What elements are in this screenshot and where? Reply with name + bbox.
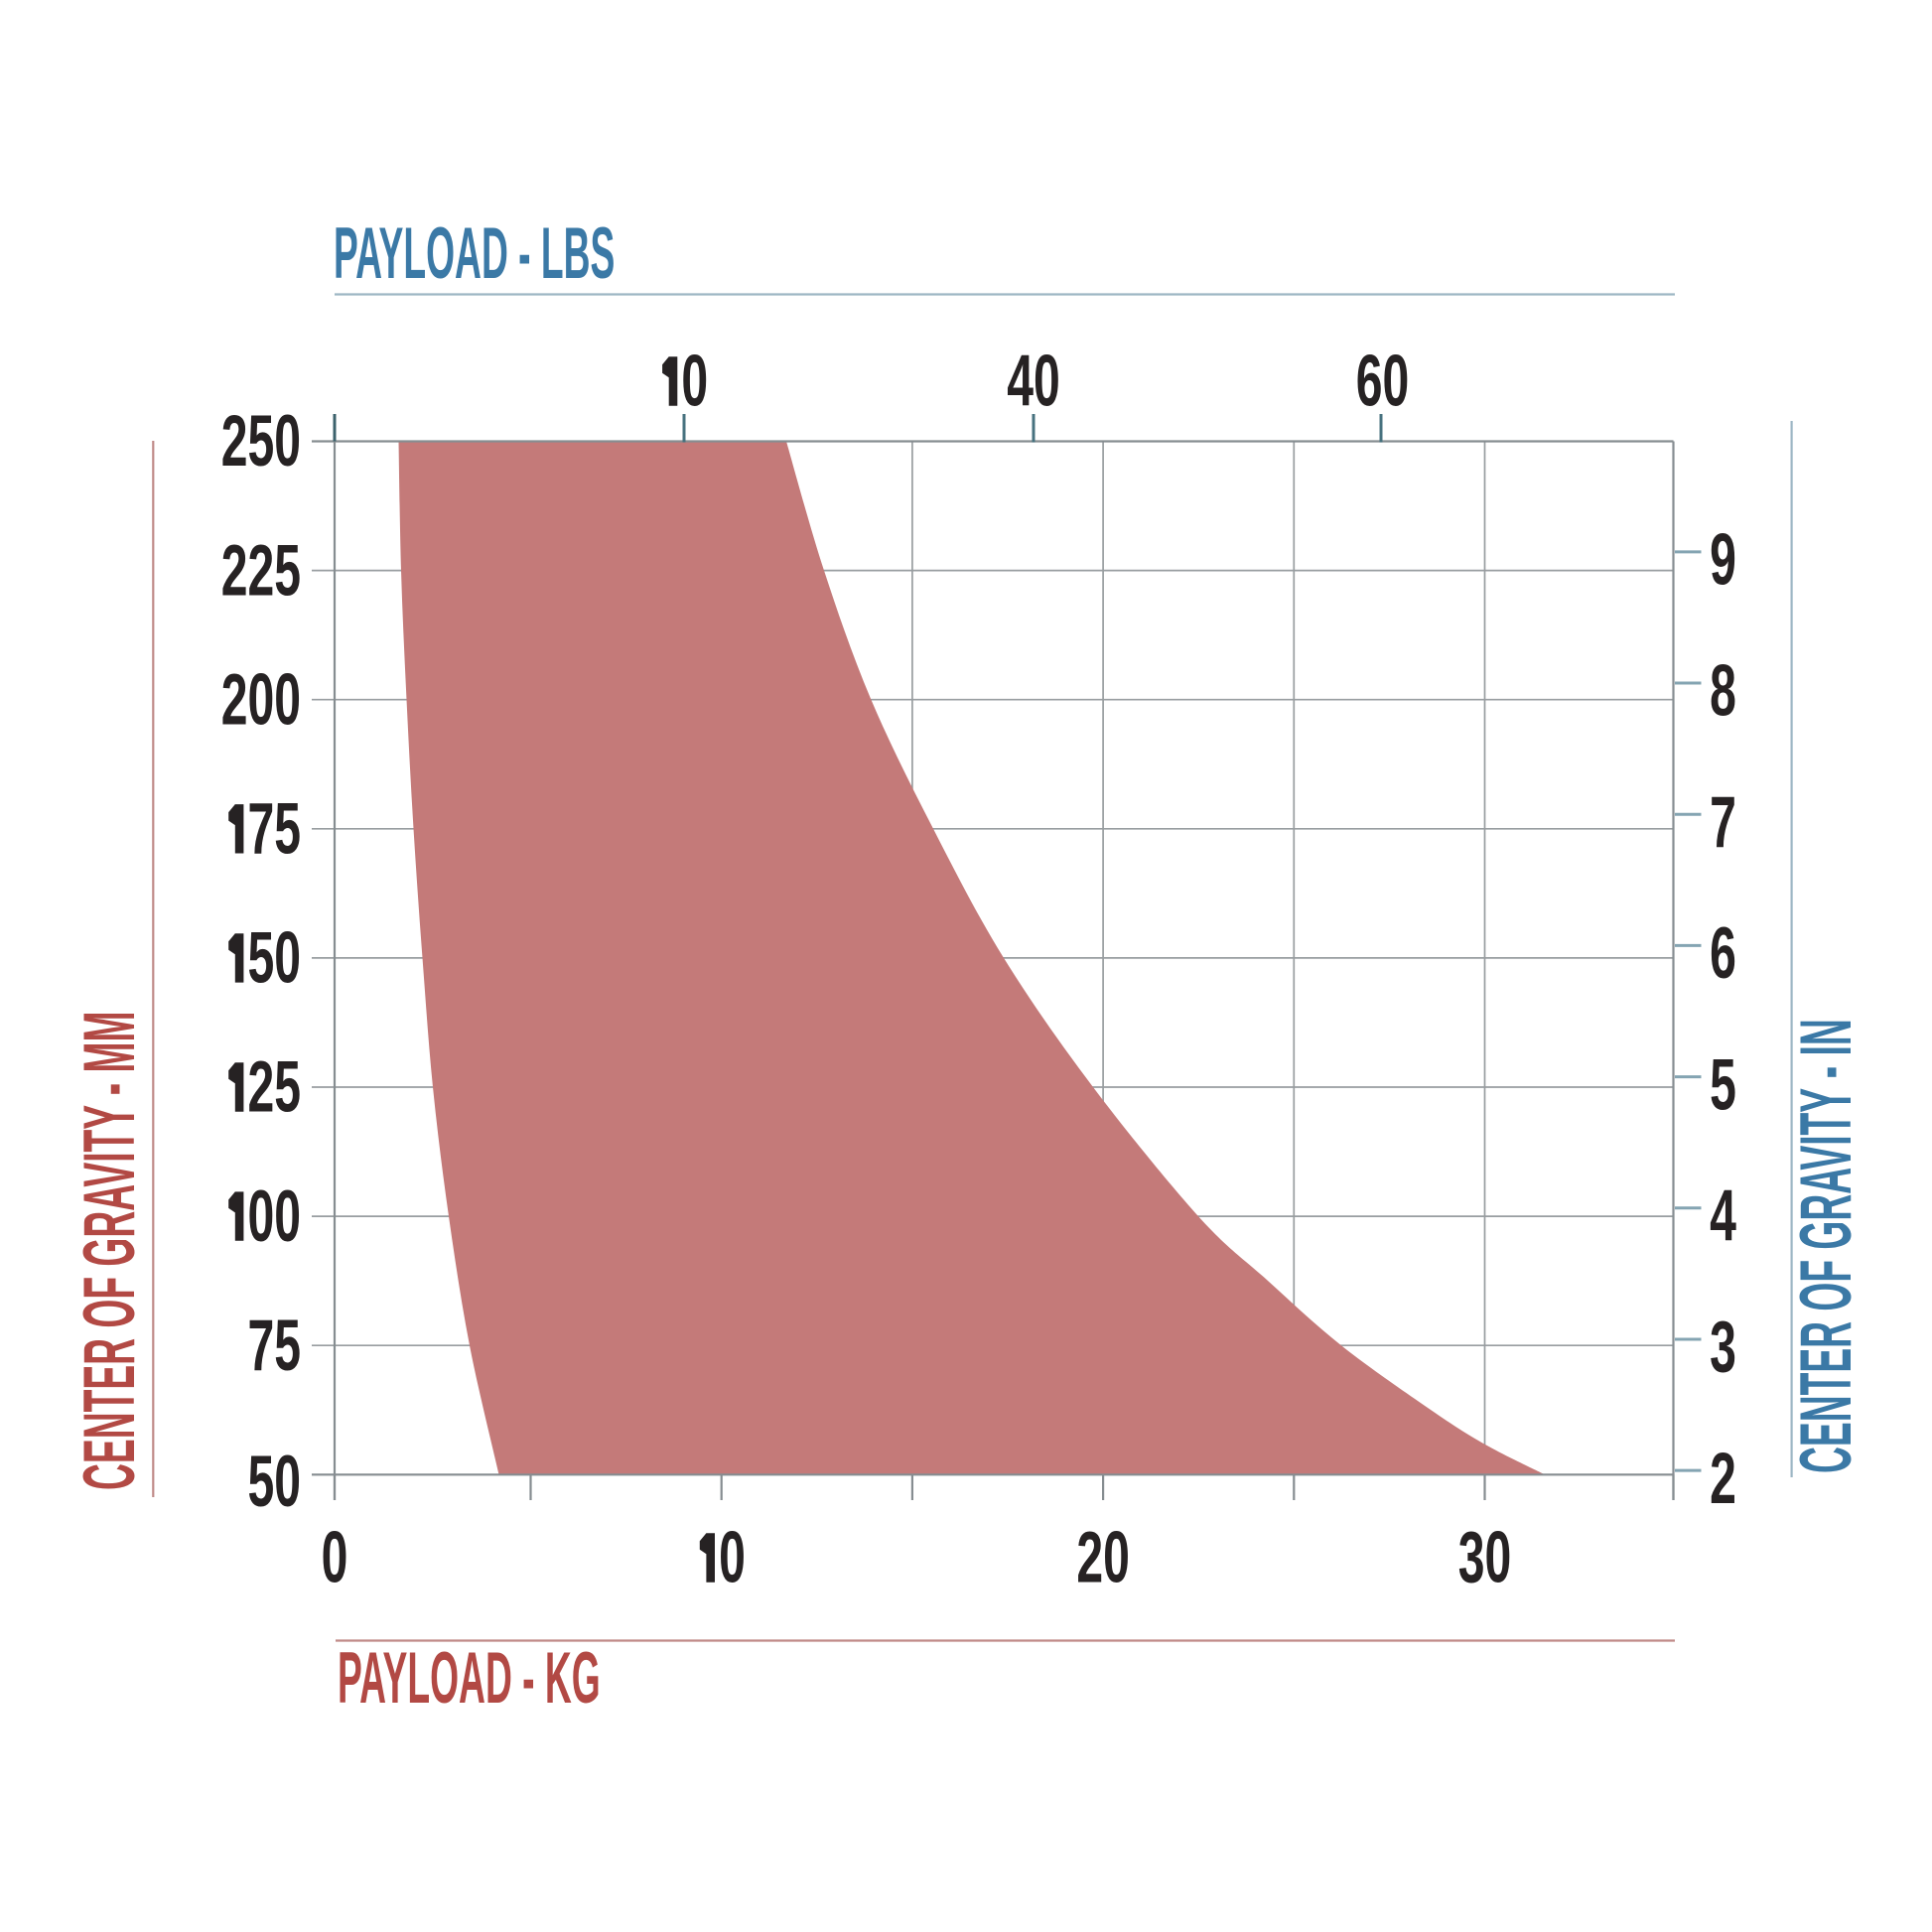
svg-text:250: 250 <box>221 401 301 483</box>
svg-text:CENTER OF GRAVITY - MM: CENTER OF GRAVITY - MM <box>70 1011 151 1490</box>
svg-text:225: 225 <box>221 530 301 612</box>
svg-text:7: 7 <box>1710 782 1736 864</box>
svg-text:4: 4 <box>1710 1175 1736 1257</box>
svg-text:50: 50 <box>247 1442 301 1523</box>
svg-text:0: 0 <box>681 342 708 423</box>
svg-text:PAYLOAD - LBS: PAYLOAD - LBS <box>334 214 615 295</box>
svg-text:30: 30 <box>1458 1518 1512 1599</box>
svg-text:50: 50 <box>248 918 302 1000</box>
svg-text:3: 3 <box>1710 1308 1736 1389</box>
svg-text:9: 9 <box>1710 519 1736 601</box>
svg-text:6: 6 <box>1710 913 1736 995</box>
svg-text:75: 75 <box>248 788 302 870</box>
svg-text:0: 0 <box>322 1518 348 1599</box>
svg-text:2: 2 <box>1710 1439 1736 1520</box>
svg-text:5: 5 <box>1710 1044 1736 1126</box>
svg-text:00: 00 <box>248 1176 302 1258</box>
svg-text:8: 8 <box>1710 651 1736 733</box>
svg-text:25: 25 <box>248 1047 302 1129</box>
svg-text:60: 60 <box>1356 342 1410 423</box>
svg-text:40: 40 <box>1007 342 1060 423</box>
svg-text:0: 0 <box>719 1518 746 1599</box>
svg-text:PAYLOAD - KG: PAYLOAD - KG <box>338 1639 601 1720</box>
svg-text:75: 75 <box>247 1306 301 1387</box>
svg-text:CENTER OF GRAVITY - IN: CENTER OF GRAVITY - IN <box>1787 1019 1867 1473</box>
svg-text:200: 200 <box>221 659 301 741</box>
svg-text:20: 20 <box>1076 1518 1130 1599</box>
